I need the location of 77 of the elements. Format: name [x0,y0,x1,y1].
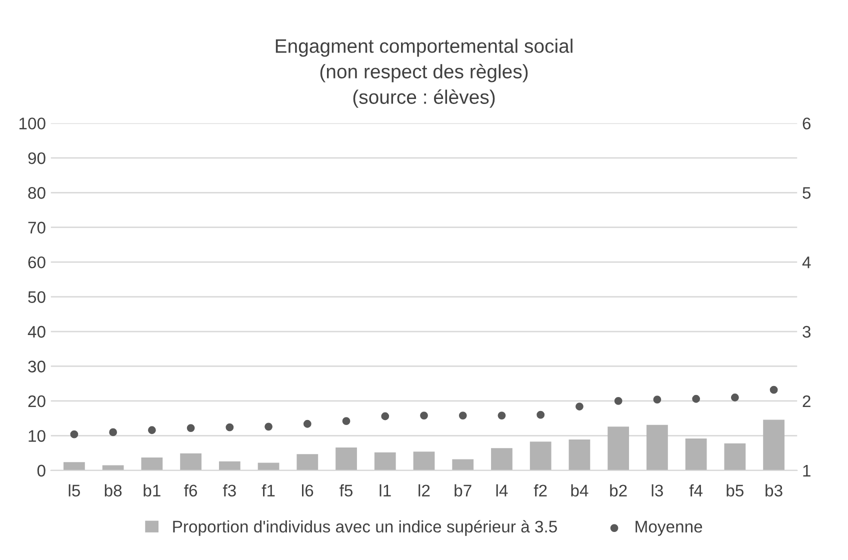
point [420,412,428,420]
y-tick-label: 30 [28,360,46,372]
y2-tick-label: 3 [802,326,811,338]
x-tick-label: l6 [302,484,314,497]
y-tick-label: 100 [19,118,46,130]
bar [452,459,474,470]
bar [102,465,124,470]
point [303,420,312,428]
chart-title: Engagment comportemental social (non respect des règles) (source : élèves) [276,38,572,108]
x-tick-label: l4 [496,484,508,496]
bar [258,462,280,470]
point [186,424,195,432]
point [458,412,467,420]
x-tick-label: b1 [144,484,160,497]
y-tick-label: 10 [28,430,46,442]
bar [530,442,552,470]
y2-tick-label: 5 [802,187,811,199]
x-tick-label: l2 [418,484,430,496]
y-tick-label: 50 [28,291,46,304]
point [264,422,272,431]
point [109,428,118,436]
bar [568,440,590,470]
point [381,412,390,420]
x-tick-label: f1 [262,484,275,496]
bar [64,462,85,470]
legend-label: Moyenne [636,520,702,536]
y-tick-label: 70 [28,222,46,234]
point [770,386,778,394]
bar [218,461,240,470]
x-tick-label: f2 [534,484,547,496]
point [614,397,622,405]
bar [491,448,512,470]
point [498,412,506,420]
bar [763,420,784,470]
x-tick-label: f4 [689,484,703,496]
point [692,394,700,403]
bar [608,426,630,470]
bar [180,453,202,470]
y2-tick-label: 1 [803,464,810,476]
point [342,417,350,426]
point [730,394,739,402]
y2-tick-label: 6 [802,118,811,130]
x-tick-label: b8 [104,484,122,497]
point [653,396,662,404]
y-tick-label: 0 [37,464,46,477]
x-tick-label: b4 [571,484,588,497]
x-tick-label: f6 [184,484,198,497]
x-tick-label: b3 [766,484,782,497]
y2-tick-label: 2 [802,395,810,407]
y-tick-label: 80 [28,187,46,199]
y-tick-label: 60 [28,256,46,268]
bar [296,454,318,470]
point [226,423,234,432]
bar [685,438,707,470]
bar [336,447,357,470]
x-tick-label: l1 [380,484,391,496]
point [536,410,545,419]
x-tick-label: f3 [222,484,236,497]
bar [646,424,668,470]
x-tick-label: b5 [726,484,744,497]
point [70,430,78,438]
x-tick-label: f5 [340,484,353,497]
x-tick-label: b2 [610,484,627,497]
bar [374,452,396,470]
point [576,402,584,410]
bar [141,458,163,470]
y2-tick-label: 4 [802,256,811,268]
x-tick-label: b7 [454,484,472,497]
y-tick-label: 20 [28,395,46,408]
y-tick-label: 90 [28,152,46,164]
legend-label: Proportion d'individus avec un indice supérieur à 3.5 [173,520,557,536]
x-tick-label: l5 [68,484,80,497]
x-tick-label: l3 [652,484,663,497]
bar [724,443,746,470]
bar [413,452,435,470]
y-tick-label: 40 [28,326,46,338]
point [148,426,156,434]
